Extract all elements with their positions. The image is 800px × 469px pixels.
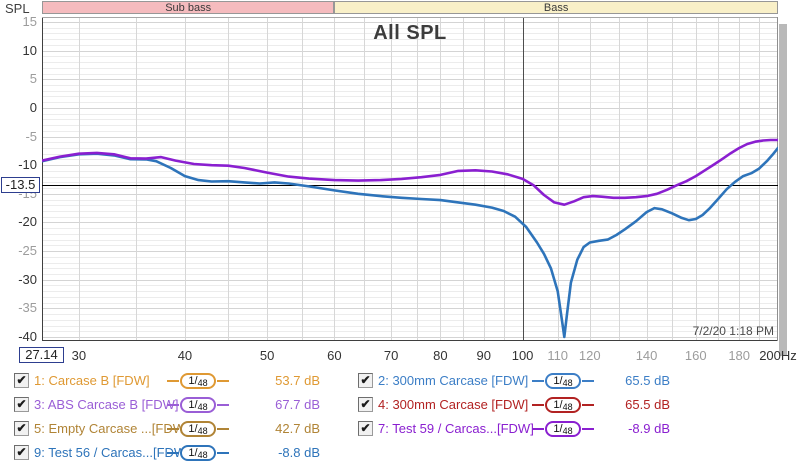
y-tick-0: 0 (29, 99, 37, 115)
trace-line-sample (582, 380, 594, 382)
y-tick-15: 15 (22, 13, 37, 29)
legend-checkbox-7[interactable]: ✔ (358, 421, 373, 436)
x-tick-70: 70 (383, 348, 399, 363)
spl-axis-corner-label: SPL (5, 1, 30, 16)
cursor-x-readout: 27.14 (19, 347, 64, 363)
smoothing-button-2[interactable]: 1/48 (545, 373, 581, 389)
y-tick-10: 10 (22, 42, 37, 58)
band-sub-bass: Sub bass (42, 1, 335, 14)
chart-timestamp: 7/2/20 1:18 PM (692, 324, 774, 338)
legend-db-value-7: -8.9 dB (628, 421, 670, 436)
legend-db-value-3: 67.7 dB (275, 397, 320, 412)
x-tick-60: 60 (327, 348, 342, 363)
smoothing-button-3[interactable]: 1/48 (180, 397, 216, 413)
trace-line-sample (582, 428, 594, 430)
x-tick-100: 100 (511, 348, 534, 363)
trace-line-sample (167, 428, 179, 430)
y-tick--20: -20 (18, 214, 37, 230)
trace-line-sample (582, 404, 594, 406)
y-tick--30: -30 (18, 271, 37, 287)
smoothing-button-7[interactable]: 1/48 (545, 421, 581, 437)
chart-title: All SPL (373, 22, 447, 44)
x-tick-140: 140 (635, 348, 658, 363)
series-curve-9 (42, 146, 778, 339)
trace-line-sample (167, 452, 179, 454)
y-tick--35: -35 (18, 300, 37, 316)
spl-chart-plot-area[interactable]: All SPL 7/2/20 1:18 PM (42, 17, 778, 341)
legend-checkbox-1[interactable]: ✔ (14, 373, 29, 388)
cursor-y-readout: -13.5 (1, 177, 40, 194)
legend-db-value-1: 53.7 dB (275, 373, 320, 388)
x-tick-110: 110 (547, 348, 569, 363)
x-tick-80: 80 (433, 348, 448, 363)
legend-db-value-5: 42.7 dB (275, 421, 320, 436)
legend-label-9[interactable]: 9: Test 56 / Carcas...[FDW] (34, 445, 190, 460)
x-tick-30: 30 (71, 348, 87, 363)
x-tick-160: 160 (684, 348, 707, 363)
trace-line-sample (532, 404, 544, 406)
trace-line-sample (217, 404, 229, 406)
legend-checkbox-5[interactable]: ✔ (14, 421, 29, 436)
legend-checkbox-9[interactable]: ✔ (14, 445, 29, 460)
trace-line-sample (167, 380, 179, 382)
trace-line-sample (217, 380, 229, 382)
series-curve-7 (42, 138, 778, 206)
trace-line-sample (532, 380, 544, 382)
y-tick--40: -40 (18, 328, 37, 344)
trace-line-sample (217, 428, 229, 430)
x-tick-50: 50 (259, 348, 275, 363)
smoothing-button-5[interactable]: 1/48 (180, 421, 216, 437)
y-tick--10: -10 (18, 157, 37, 173)
legend-checkbox-2[interactable]: ✔ (358, 373, 373, 388)
spl-chart-svg (42, 17, 778, 341)
legend-label-2[interactable]: 2: 300mm Carcase [FDW] (378, 373, 529, 388)
legend-label-5[interactable]: 5: Empty Carcase ...[FDW] (34, 421, 189, 436)
legend-label-4[interactable]: 4: 300mm Carcase [FDW] (378, 397, 529, 412)
smoothing-button-9[interactable]: 1/48 (180, 445, 216, 461)
plot-drop-shadow (779, 24, 787, 356)
x-tick-90: 90 (476, 348, 491, 363)
legend-checkbox-4[interactable]: ✔ (358, 397, 373, 412)
y-tick-5: 5 (29, 71, 37, 87)
trace-line-sample (532, 428, 544, 430)
x-tick-200Hz: 200Hz (759, 348, 797, 363)
y-tick--25: -25 (18, 243, 37, 259)
y-tick--5: -5 (25, 128, 37, 144)
legend-checkbox-3[interactable]: ✔ (14, 397, 29, 412)
x-tick-180: 180 (728, 348, 751, 363)
legend-db-value-2: 65.5 dB (625, 373, 670, 388)
legend-label-7[interactable]: 7: Test 59 / Carcas...[FDW] (378, 421, 534, 436)
legend-label-1[interactable]: 1: Carcase B [FDW] (34, 373, 150, 388)
legend-label-3[interactable]: 3: ABS Carcase B [FDW] (34, 397, 179, 412)
band-bass: Bass (334, 1, 778, 14)
smoothing-button-1[interactable]: 1/48 (180, 373, 216, 389)
legend-db-value-4: 65.5 dB (625, 397, 670, 412)
x-tick-120: 120 (578, 348, 601, 363)
smoothing-button-4[interactable]: 1/48 (545, 397, 581, 413)
trace-line-sample (167, 404, 179, 406)
x-tick-40: 40 (177, 348, 193, 363)
trace-line-sample (217, 452, 229, 454)
legend-db-value-9: -8.8 dB (278, 445, 320, 460)
